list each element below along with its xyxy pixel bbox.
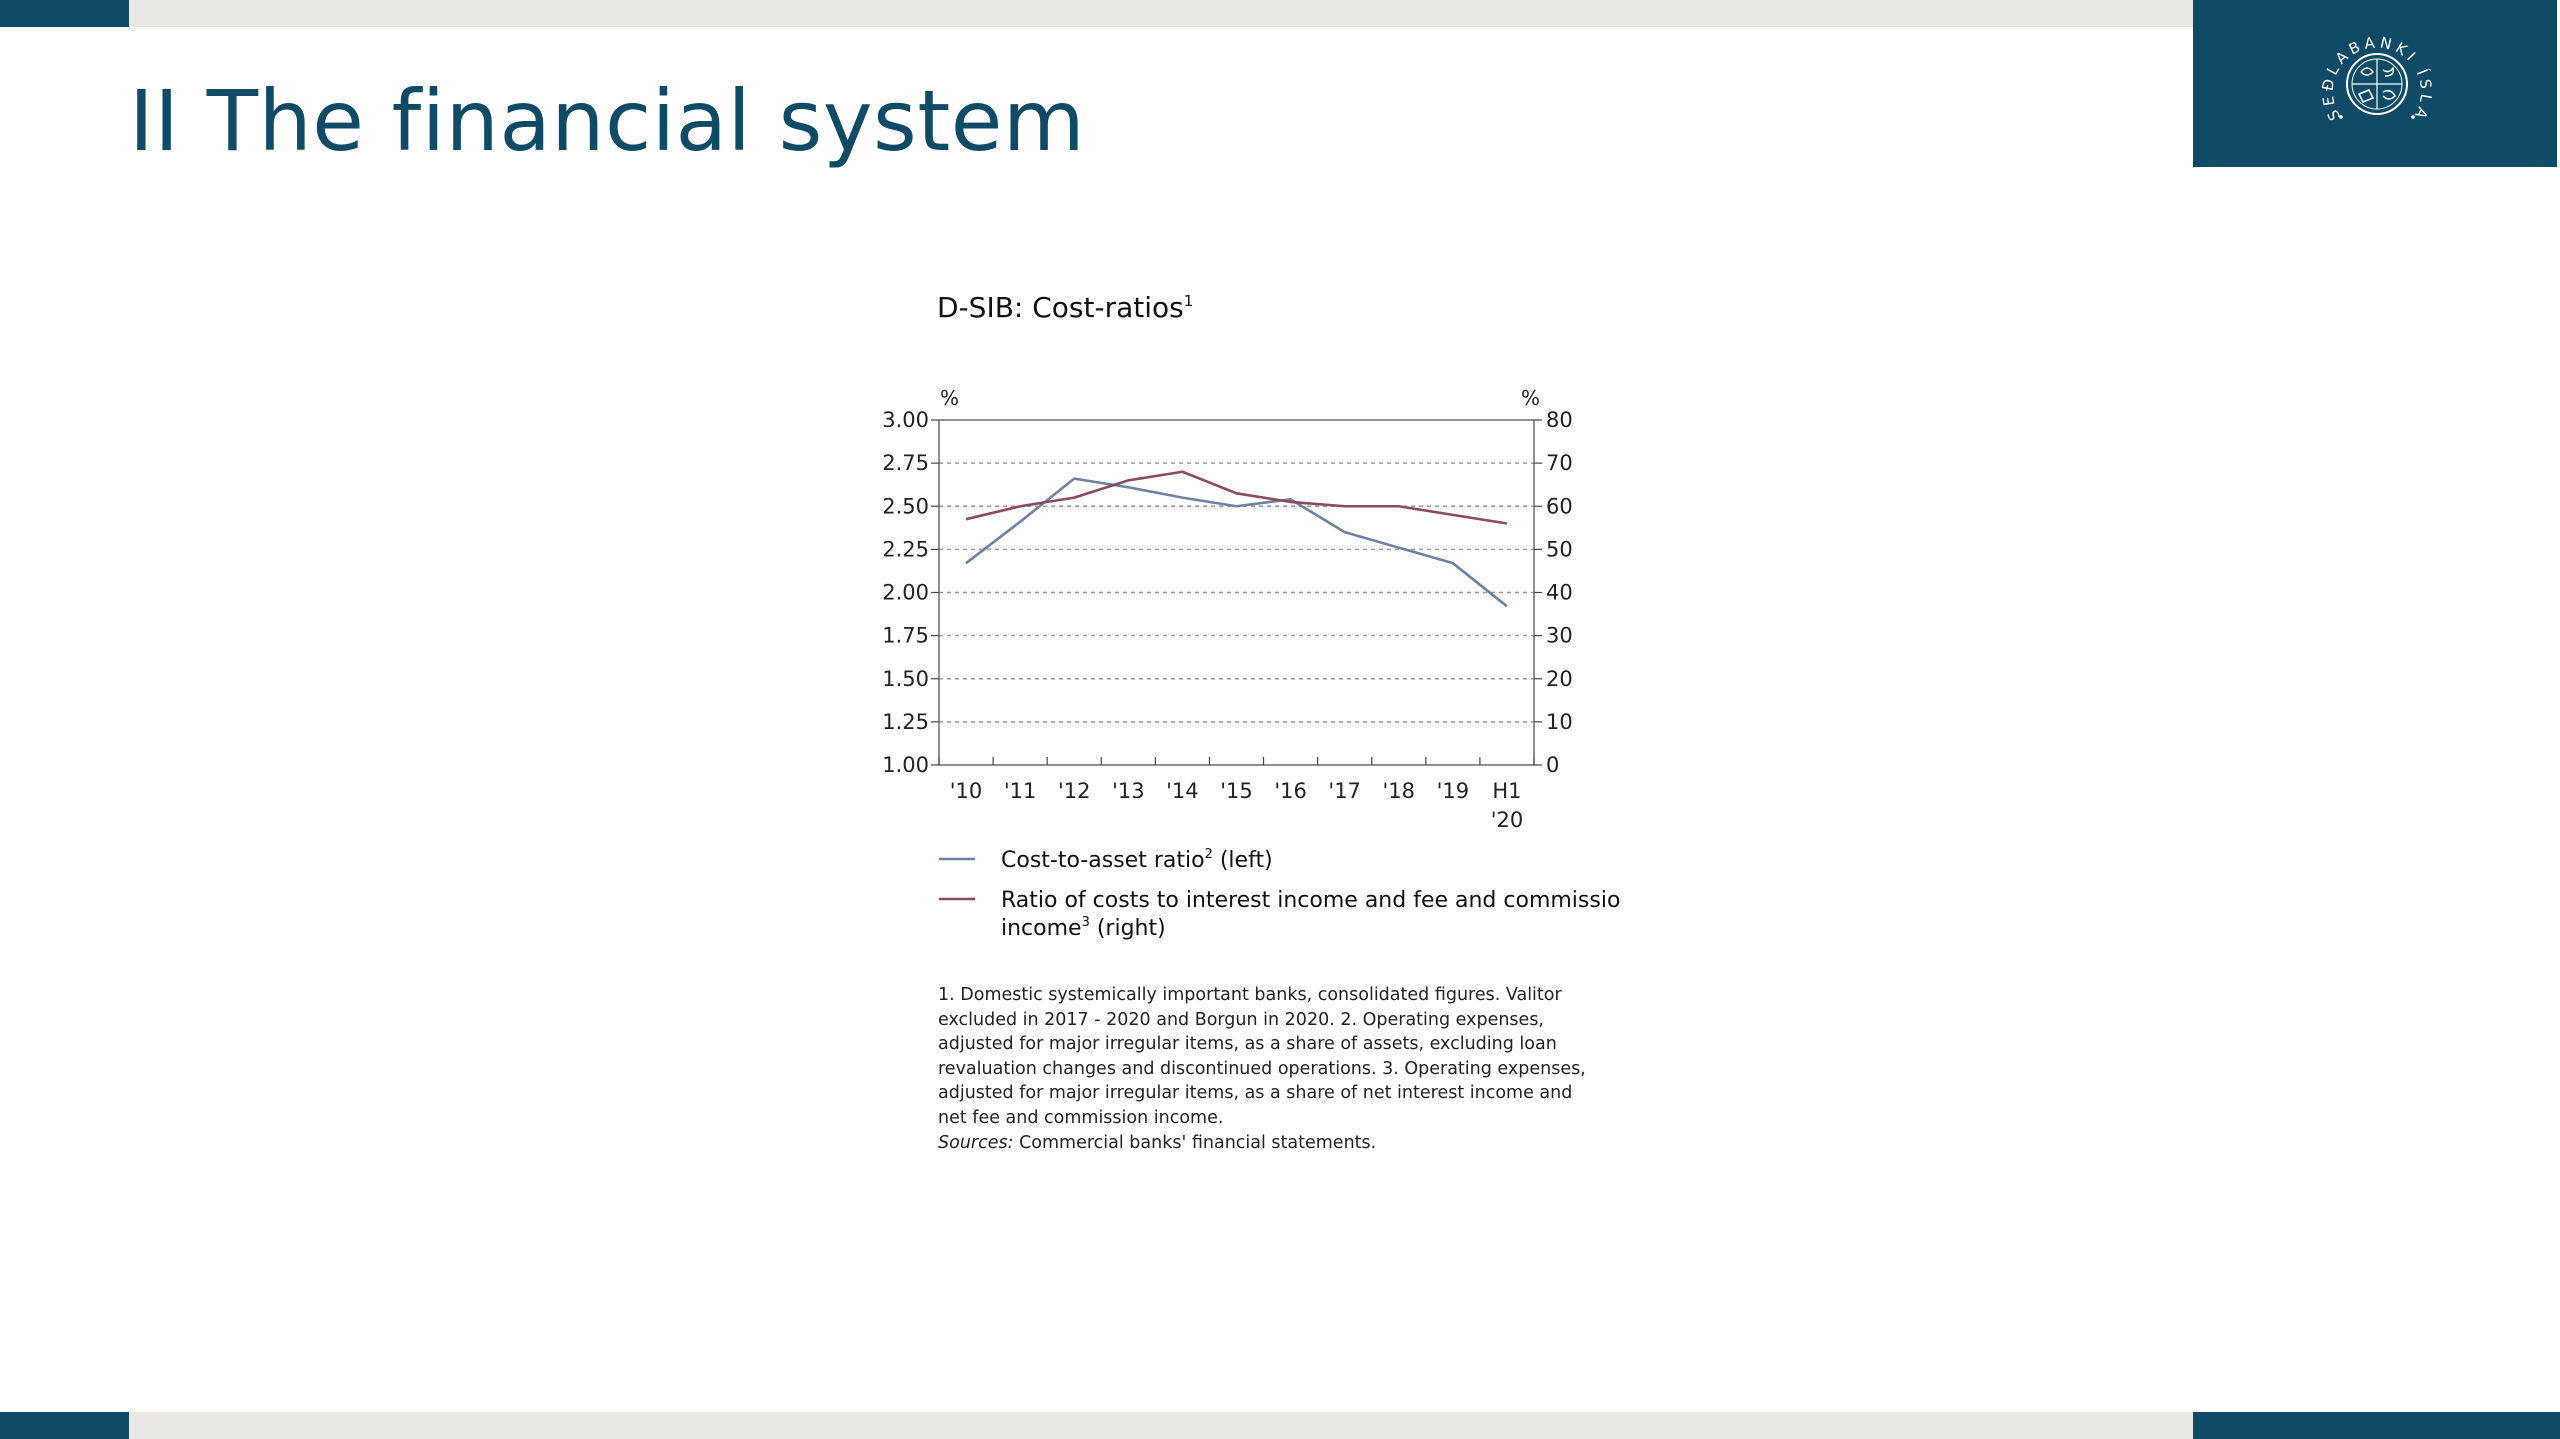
footnote-line: revaluation changes and discontinued ope… <box>938 1058 1586 1079</box>
y-right-tick-label: 0 <box>1546 753 1559 777</box>
legend-label-part: (right) <box>1090 916 1166 941</box>
plot-frame <box>938 419 1535 766</box>
footnote-line: net fee and commission income. <box>938 1107 1224 1128</box>
y-right-tick-label: 10 <box>1546 710 1573 734</box>
y-left-tick-label: 2.50 <box>882 494 929 518</box>
legend-label-part: income <box>1001 916 1082 941</box>
y-left-tick-label: 2.25 <box>882 537 929 561</box>
y-left-tick-label: 3.00 <box>882 408 929 432</box>
footnote-line: adjusted for major irregular items, as a… <box>938 1083 1573 1103</box>
slide-title: II The financial system <box>129 72 1086 170</box>
x-tick-label: H1 <box>1492 779 1521 803</box>
y-left-unit: % <box>940 386 959 410</box>
x-tick-label: '15 <box>1220 779 1253 803</box>
y-right-tick-label: 50 <box>1546 537 1573 561</box>
series-line-cost-to-income <box>965 470 1508 525</box>
y-right-tick-label: 30 <box>1546 624 1573 648</box>
legend-label-cost-to-income-line2: income3 (right) <box>1001 915 1166 941</box>
y-left-tick-label: 1.75 <box>882 624 929 648</box>
legend-label-part: (left) <box>1213 848 1273 873</box>
central-bank-logo: SEÐLABANKI ÍSLANDS <box>2193 0 2557 167</box>
y-left-tick-label: 2.75 <box>882 451 929 475</box>
top-left-accent-bar <box>0 0 129 27</box>
y-left-tick-label: 1.50 <box>882 667 929 691</box>
chart-title-superscript: 1 <box>1184 292 1194 310</box>
x-tick-label: '19 <box>1437 779 1470 803</box>
top-band <box>129 0 2193 27</box>
chart-footnote: 1. Domestic systemically important banks… <box>938 983 1598 1130</box>
x-tick-label: '12 <box>1058 779 1091 803</box>
x-tick-label: '16 <box>1274 779 1307 803</box>
y-right-tick-label: 20 <box>1546 667 1573 691</box>
x-tick-label: '18 <box>1383 779 1416 803</box>
x-tick-label: '10 <box>950 779 983 803</box>
legend-label-cost-to-asset: Cost-to-asset ratio2 (left) <box>1001 847 1273 873</box>
y-right-tick-label: 40 <box>1546 581 1573 605</box>
y-right-tick-label: 60 <box>1546 494 1573 518</box>
x-tick-label: '13 <box>1112 779 1145 803</box>
legend-label-part: 2 <box>1205 847 1213 862</box>
series-line-cost-to-asset <box>965 477 1508 608</box>
cost-ratios-chart: D-SIB: Cost-ratios1% % 3.00 80 2.75 70 2.50 60 2… <box>882 291 1620 941</box>
y-right-unit: % <box>1521 386 1540 410</box>
y-right-tick-label: 80 <box>1546 408 1573 432</box>
footnote-line: excluded in 2017 - 2020 and Borgun in 20… <box>938 1009 1544 1030</box>
sources-text: Commercial banks' financial statements. <box>1013 1133 1377 1153</box>
x-tick-label: '20 <box>1491 808 1524 832</box>
sources-label: Sources: <box>938 1133 1014 1153</box>
legend-label-part: 3 <box>1082 915 1090 930</box>
y-left-tick-label: 1.00 <box>882 753 929 777</box>
chart-title-text: D-SIB: Cost-ratios <box>937 291 1184 324</box>
x-tick-label: '11 <box>1004 779 1037 803</box>
chart-title: D-SIB: Cost-ratios1 <box>937 291 1193 324</box>
chart-sources: Sources: Commercial banks' financial sta… <box>938 1131 1598 1155</box>
y-left-tick-label: 2.00 <box>882 581 929 605</box>
x-tick-label: '17 <box>1328 779 1361 803</box>
footnote-line: adjusted for major irregular items, as a… <box>938 1034 1557 1054</box>
x-tick-label: '14 <box>1166 779 1199 803</box>
footnote-line: 1. Domestic systemically important banks… <box>938 985 1562 1005</box>
y-left-tick-label: 1.25 <box>882 710 929 734</box>
bottom-right-accent-bar <box>2193 1412 2560 1439</box>
bottom-band <box>129 1412 2193 1439</box>
legend-label-part: Cost-to-asset ratio <box>1001 848 1205 873</box>
y-right-tick-label: 70 <box>1546 451 1573 475</box>
seal-icon: SEÐLABANKI ÍSLANDS <box>2193 0 2431 125</box>
bottom-left-accent-bar <box>0 1412 129 1439</box>
legend-label-cost-to-income-line1: Ratio of costs to interest income and fe… <box>1001 888 1620 913</box>
